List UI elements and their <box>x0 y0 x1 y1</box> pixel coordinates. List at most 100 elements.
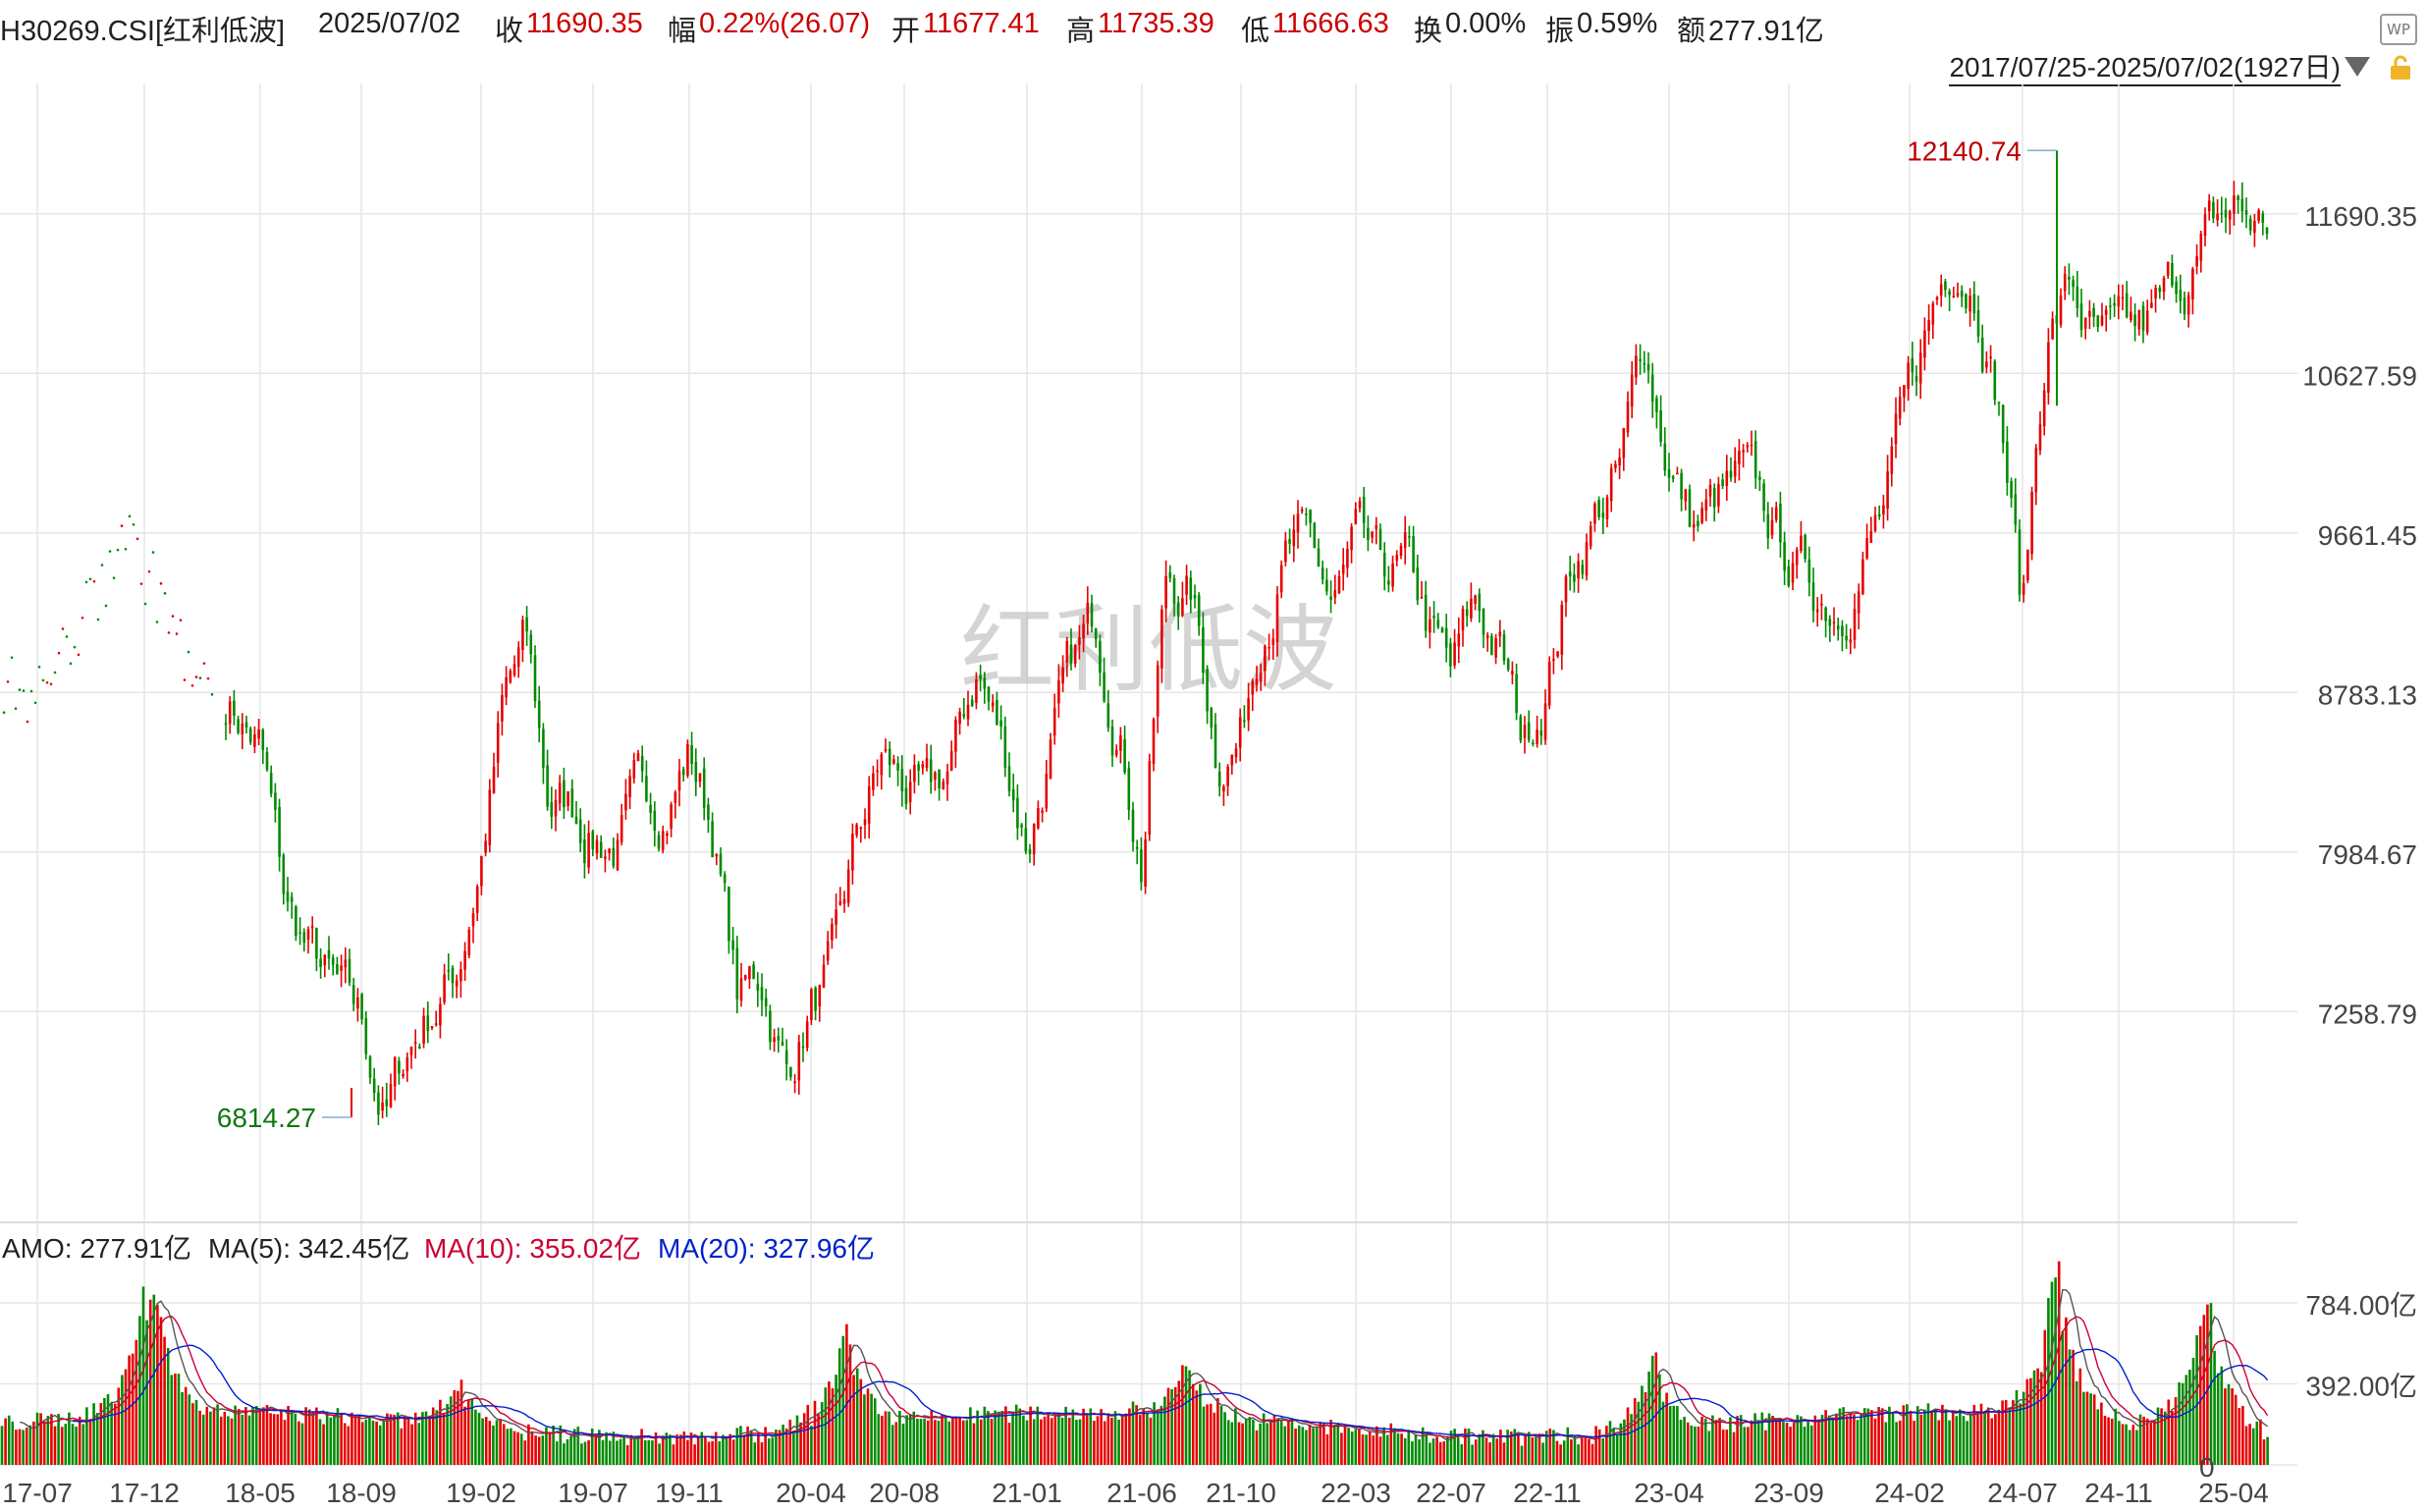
dropdown-arrow-icon[interactable] <box>2345 57 2370 77</box>
candle-body <box>1226 766 1229 786</box>
candle-body <box>1197 595 1201 626</box>
volume-bar <box>1223 1412 1226 1465</box>
volume-bar <box>315 1407 318 1465</box>
volume-bar <box>2118 1421 2121 1465</box>
volume-bar <box>1499 1430 1502 1465</box>
volume-bar <box>396 1412 400 1465</box>
volume-bar <box>742 1436 746 1465</box>
volume-bar <box>297 1421 300 1465</box>
volume-bar <box>2163 1411 2167 1465</box>
volume-bar <box>1933 1409 1937 1465</box>
volume-bar <box>1976 1413 1979 1465</box>
candle-body <box>1082 623 1085 639</box>
volume-bar <box>930 1410 934 1465</box>
volume-bar <box>1279 1420 1283 1465</box>
candle-body <box>2166 261 2170 276</box>
volume-bar <box>329 1417 333 1465</box>
candle-body <box>880 754 884 776</box>
candle-body <box>2006 441 2009 483</box>
volume-bar <box>1378 1436 1382 1465</box>
candle-body <box>690 744 693 764</box>
candle-body <box>1309 510 1312 523</box>
volume-bar <box>1128 1408 1131 1465</box>
pre-period-dot <box>57 651 61 655</box>
candle-body <box>1255 678 1259 685</box>
volume-bar <box>258 1409 262 1465</box>
volume-bar <box>569 1435 572 1465</box>
candle-body <box>876 770 879 773</box>
volume-bar <box>1856 1420 1860 1465</box>
candle-body <box>501 694 504 722</box>
pre-period-dot <box>96 618 100 621</box>
pre-period-dot <box>73 645 77 649</box>
candle-body <box>1676 472 1679 475</box>
candle-body <box>2257 210 2260 222</box>
volume-bar <box>616 1440 619 1465</box>
candle-body <box>1267 646 1270 649</box>
volume-bar <box>254 1406 258 1465</box>
volume-bar <box>1555 1440 1559 1465</box>
candle-body <box>1577 561 1580 579</box>
candle-body <box>1923 330 1926 358</box>
volume-bar <box>919 1419 923 1465</box>
volume-bar <box>223 1411 227 1465</box>
candle-body <box>1412 536 1415 572</box>
candle-body <box>1399 545 1403 557</box>
candle-body <box>1288 539 1291 544</box>
volume-bar <box>53 1426 57 1465</box>
volume-bar <box>1654 1352 1658 1465</box>
volume-bar <box>1537 1433 1541 1465</box>
volume-bar <box>1633 1398 1637 1465</box>
volume-bar <box>283 1420 287 1465</box>
candle-body <box>1969 296 1971 312</box>
volume-bar <box>852 1375 855 1465</box>
volume-bar <box>1067 1417 1071 1465</box>
volume-bar <box>640 1429 643 1465</box>
candle-body <box>1498 631 1502 637</box>
candle-body <box>525 617 528 632</box>
candle-body <box>484 840 487 853</box>
volume-bar <box>1707 1431 1711 1465</box>
volume-bar <box>1354 1429 1358 1465</box>
date-range-selector[interactable]: 2017/07/25-2025/07/02(1927日) <box>1949 51 2341 86</box>
pre-period-dots <box>2 514 214 724</box>
volume-bar <box>1895 1422 1898 1465</box>
volume-bar <box>1661 1401 1665 1465</box>
lock-icon[interactable] <box>2388 55 2413 81</box>
volume-bar <box>1442 1440 1446 1465</box>
candle-body <box>459 969 462 982</box>
candle-body <box>1918 352 1922 384</box>
candle-body <box>405 1057 409 1072</box>
candle-body <box>1515 674 1518 714</box>
volume-bar <box>1888 1406 1891 1465</box>
wp-badge[interactable]: WP <box>2380 14 2417 45</box>
volume-bar <box>1241 1423 1244 1465</box>
volume-bar <box>1588 1439 1591 1465</box>
candle-body <box>315 928 318 959</box>
quote-date: 2025/07/02 <box>318 8 461 39</box>
candle-body <box>1972 294 1976 314</box>
candle-body <box>1506 659 1510 671</box>
candle-body <box>739 978 743 1000</box>
volume-bar <box>722 1434 725 1465</box>
candle-body <box>1210 708 1214 729</box>
candle-body <box>2096 315 2100 327</box>
volume-bar <box>572 1429 576 1465</box>
candle-body <box>1140 849 1143 883</box>
candle-body <box>1045 774 1049 809</box>
candle-body <box>1164 575 1167 609</box>
candle-body <box>241 723 244 735</box>
candle-body <box>1708 484 1712 497</box>
candle-body <box>587 833 590 868</box>
candle-body <box>1144 838 1147 888</box>
volume-bar <box>934 1420 937 1465</box>
volume-bar <box>1721 1429 1725 1465</box>
candle-body <box>2248 218 2252 231</box>
pre-period-dot <box>155 621 159 623</box>
pre-period-dot <box>194 675 198 678</box>
date-tick-label: 24-11 <box>2084 1478 2153 1508</box>
volume-bar <box>449 1396 453 1465</box>
candle-body <box>781 1042 784 1047</box>
volume-bar <box>389 1414 393 1465</box>
